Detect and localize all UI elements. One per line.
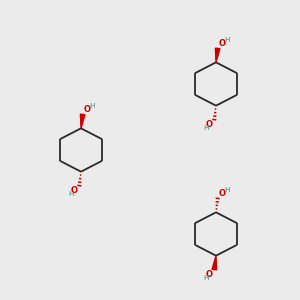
Text: O: O: [219, 189, 226, 198]
Polygon shape: [215, 48, 220, 62]
Text: H: H: [68, 191, 74, 197]
Text: H: H: [203, 275, 208, 281]
Polygon shape: [212, 256, 217, 270]
Polygon shape: [80, 114, 85, 128]
Text: O: O: [84, 105, 91, 114]
Text: H: H: [90, 103, 95, 109]
Text: O: O: [206, 270, 213, 279]
Text: H: H: [203, 125, 208, 131]
Text: H: H: [225, 187, 230, 193]
Text: O: O: [206, 120, 213, 129]
Text: O: O: [71, 186, 78, 195]
Text: H: H: [225, 37, 230, 43]
Text: O: O: [219, 39, 226, 48]
